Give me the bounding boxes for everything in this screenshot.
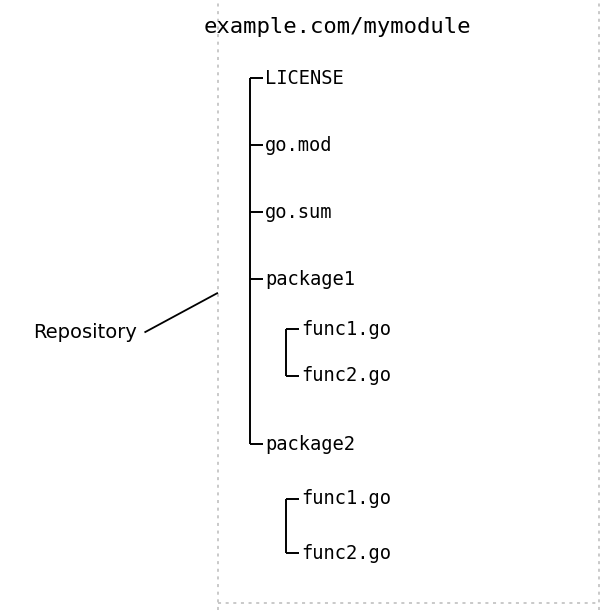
Text: example.com/mymodule: example.com/mymodule xyxy=(203,18,471,37)
Text: func2.go: func2.go xyxy=(301,366,391,386)
Text: func2.go: func2.go xyxy=(301,544,391,563)
Text: func1.go: func1.go xyxy=(301,489,391,509)
Text: Repository: Repository xyxy=(33,323,137,342)
Text: go.mod: go.mod xyxy=(265,135,332,155)
Text: package1: package1 xyxy=(265,270,355,289)
Text: go.sum: go.sum xyxy=(265,203,332,222)
Text: LICENSE: LICENSE xyxy=(265,68,344,88)
Text: func1.go: func1.go xyxy=(301,320,391,339)
Text: package2: package2 xyxy=(265,434,355,454)
